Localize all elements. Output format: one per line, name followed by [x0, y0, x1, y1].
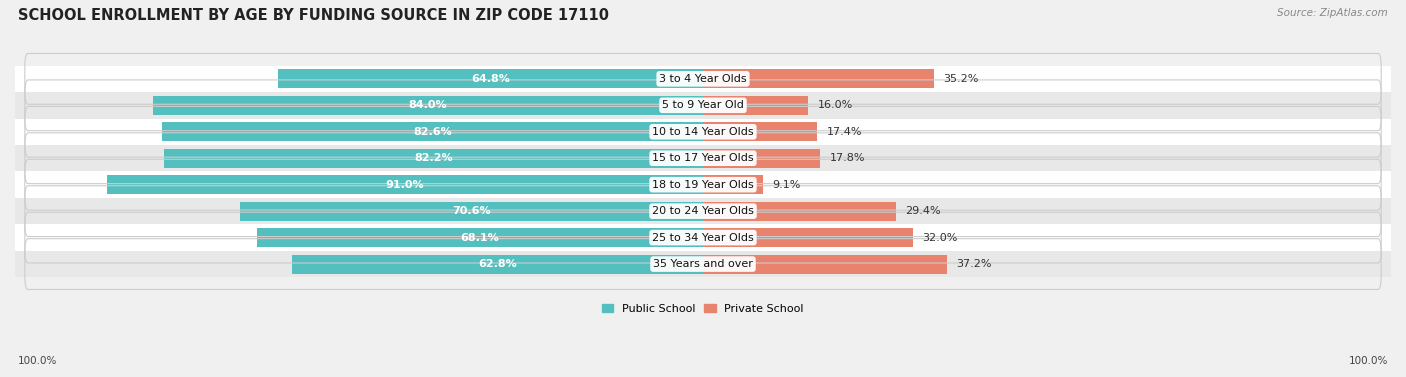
Text: 9.1%: 9.1%: [772, 180, 801, 190]
Bar: [291, 254, 703, 274]
Bar: [703, 175, 762, 194]
Bar: [15, 66, 1391, 92]
Text: 100.0%: 100.0%: [1348, 356, 1388, 366]
Text: Source: ZipAtlas.com: Source: ZipAtlas.com: [1277, 8, 1388, 18]
Bar: [165, 149, 703, 168]
Bar: [703, 96, 808, 115]
Bar: [703, 69, 934, 88]
Text: 32.0%: 32.0%: [922, 233, 957, 243]
Bar: [703, 149, 820, 168]
Bar: [15, 198, 1391, 224]
Bar: [240, 202, 703, 221]
Bar: [257, 228, 703, 247]
Text: 10 to 14 Year Olds: 10 to 14 Year Olds: [652, 127, 754, 137]
Bar: [15, 172, 1391, 198]
Text: 70.6%: 70.6%: [453, 206, 491, 216]
Legend: Public School, Private School: Public School, Private School: [598, 299, 808, 318]
Bar: [162, 122, 703, 141]
Text: 37.2%: 37.2%: [956, 259, 993, 269]
Bar: [107, 175, 703, 194]
Text: 82.6%: 82.6%: [413, 127, 451, 137]
Bar: [15, 92, 1391, 118]
Text: 84.0%: 84.0%: [409, 100, 447, 110]
Text: 5 to 9 Year Old: 5 to 9 Year Old: [662, 100, 744, 110]
Text: 35.2%: 35.2%: [943, 74, 979, 84]
Text: 17.4%: 17.4%: [827, 127, 862, 137]
Text: 68.1%: 68.1%: [461, 233, 499, 243]
Text: 17.8%: 17.8%: [830, 153, 865, 163]
Text: 16.0%: 16.0%: [818, 100, 853, 110]
Text: 82.2%: 82.2%: [415, 153, 453, 163]
Text: 3 to 4 Year Olds: 3 to 4 Year Olds: [659, 74, 747, 84]
Text: 15 to 17 Year Olds: 15 to 17 Year Olds: [652, 153, 754, 163]
Bar: [703, 122, 817, 141]
Text: 20 to 24 Year Olds: 20 to 24 Year Olds: [652, 206, 754, 216]
Bar: [278, 69, 703, 88]
Text: 62.8%: 62.8%: [478, 259, 516, 269]
Text: 100.0%: 100.0%: [18, 356, 58, 366]
Bar: [15, 118, 1391, 145]
Bar: [703, 202, 896, 221]
Text: 18 to 19 Year Olds: 18 to 19 Year Olds: [652, 180, 754, 190]
Bar: [703, 254, 946, 274]
Text: 29.4%: 29.4%: [905, 206, 941, 216]
Bar: [15, 224, 1391, 251]
Bar: [153, 96, 703, 115]
Text: SCHOOL ENROLLMENT BY AGE BY FUNDING SOURCE IN ZIP CODE 17110: SCHOOL ENROLLMENT BY AGE BY FUNDING SOUR…: [18, 8, 609, 23]
Bar: [15, 145, 1391, 172]
Bar: [15, 251, 1391, 277]
Text: 64.8%: 64.8%: [471, 74, 510, 84]
Text: 35 Years and over: 35 Years and over: [652, 259, 754, 269]
Text: 25 to 34 Year Olds: 25 to 34 Year Olds: [652, 233, 754, 243]
Bar: [703, 228, 912, 247]
Text: 91.0%: 91.0%: [385, 180, 425, 190]
